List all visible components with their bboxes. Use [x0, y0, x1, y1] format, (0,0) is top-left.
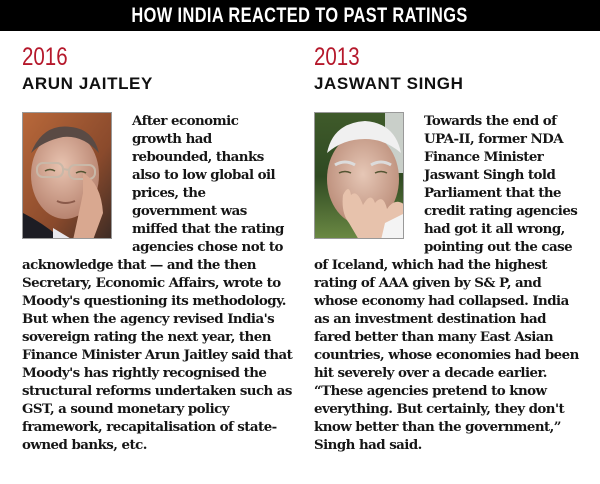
- body-line: also to low global oil: [132, 167, 276, 183]
- headline-title: HOW INDIA REACTED TO PAST RATINGS: [131, 3, 469, 27]
- body-line: Moody's has rightly recognised the: [22, 365, 267, 381]
- body-line: miffed that the rating: [132, 221, 284, 237]
- body-line: rating of AAA given by S& P, and: [314, 275, 542, 291]
- body-line: of Iceland, which had the highest: [314, 257, 547, 273]
- column-2013: 2013 JASWANT SINGH: [292, 31, 600, 484]
- body-line: sovereign rating the next year, then: [22, 329, 271, 345]
- person-name: JASWANT SINGH: [314, 74, 464, 93]
- body-line: government was: [132, 203, 247, 219]
- body-line: prices, the: [132, 185, 206, 201]
- body-line: UPA-II, former NDA: [424, 131, 564, 147]
- body-line: framework, recapitalisation of state-: [22, 419, 277, 435]
- body-line: Moody's questioning its methodology.: [22, 293, 286, 309]
- body-line: Parliament that the: [424, 185, 562, 201]
- year-label: 2013: [314, 43, 360, 71]
- body-line: Singh had said.: [314, 437, 422, 453]
- body-line: “These agencies pretend to know: [314, 383, 547, 399]
- portrait-photo: [314, 112, 404, 239]
- body-line: rebounded, thanks: [132, 149, 264, 165]
- year-label: 2016: [22, 43, 68, 71]
- body-line: owned banks, etc.: [22, 437, 147, 453]
- portrait-photo: [22, 112, 112, 239]
- body-line: structural reforms undertaken such as: [22, 383, 292, 399]
- portrait-jaitley-icon: [23, 113, 111, 238]
- body-line: whose economy had collapsed. India: [314, 293, 569, 309]
- portrait-singh-icon: [315, 113, 403, 238]
- body-line: had got it all wrong,: [424, 221, 565, 237]
- person-name: ARUN JAITLEY: [22, 74, 153, 93]
- body-line: growth had: [132, 131, 212, 147]
- body-line: But when the agency revised India's: [22, 311, 275, 327]
- body-line: as an investment destination had: [314, 311, 547, 327]
- body-line: agencies chose not to: [132, 239, 283, 255]
- body-line: know better than the government,”: [314, 419, 561, 435]
- body-line: credit rating agencies: [424, 203, 578, 219]
- body-line: everything. But certainly, they don't: [314, 401, 565, 417]
- body-line: Jaswant Singh told: [424, 167, 556, 183]
- body-line: Finance Minister Arun Jaitley said that: [22, 347, 293, 363]
- body-line: Towards the end of: [424, 113, 557, 129]
- body-line: Secretary, Economic Affairs, wrote to: [22, 275, 281, 291]
- body-line: countries, whose economies had been: [314, 347, 579, 363]
- body-line: After economic: [132, 113, 239, 129]
- headline-banner: HOW INDIA REACTED TO PAST RATINGS: [0, 0, 600, 31]
- body-line: hit severely over a decade earlier.: [314, 365, 547, 381]
- body-line: Finance Minister: [424, 149, 544, 165]
- body-line: acknowledge that — and the then: [22, 257, 257, 273]
- column-2016: 2016 ARUN JAITLEY: [0, 31, 300, 484]
- body-line: pointing out the case: [424, 239, 573, 255]
- body-line: fared better than many East Asian: [314, 329, 554, 345]
- body-line: GST, a sound monetary policy: [22, 401, 230, 417]
